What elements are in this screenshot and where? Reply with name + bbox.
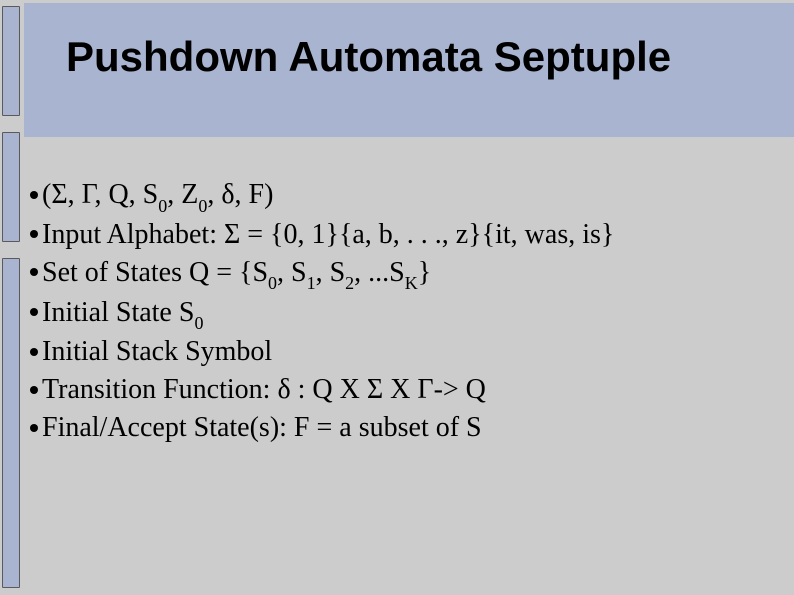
subscript: K: [405, 273, 418, 293]
bullet-text: }: [418, 257, 431, 288]
bullet-dot-icon: [30, 424, 38, 432]
subscript: 0: [268, 273, 277, 293]
left-accent-bar: [0, 0, 24, 595]
bullet-text: Initial Stack Symbol: [42, 336, 272, 367]
bullet-dot-icon: [30, 191, 38, 199]
bullet-text: Set of States Q = {S: [42, 257, 268, 288]
bullet-7: Final/Accept State(s): F = a subset of S: [30, 409, 776, 447]
title-band: Pushdown Automata Septuple: [24, 0, 794, 140]
bullet-dot-icon: [30, 348, 38, 356]
bullet-1: (Σ, Γ, Q, S0, Z0, δ, F): [30, 176, 776, 216]
bullet-text: , Z: [167, 179, 198, 210]
accent-segment: [2, 132, 20, 242]
bullet-5: Initial Stack Symbol: [30, 333, 776, 371]
bullet-4: Initial State S0: [30, 294, 776, 334]
subscript: 0: [198, 196, 207, 216]
bullet-text: , ...S: [354, 257, 405, 288]
bullet-dot-icon: [30, 308, 38, 316]
bullet-3: Set of States Q = {S0, S1, S2, ...SK}: [30, 254, 776, 294]
bullet-text: Final/Accept State(s): F = a subset of S: [42, 412, 482, 443]
bullet-text: , δ, F): [207, 179, 273, 210]
bullet-text: , S: [316, 257, 346, 288]
slide-content: (Σ, Γ, Q, S0, Z0, δ, F) Input Alphabet: …: [30, 176, 776, 447]
subscript: 0: [194, 313, 203, 333]
bullet-text: (Σ, Γ, Q, S: [42, 179, 158, 210]
bullet-6: Transition Function: δ : Q X Σ X Γ-> Q: [30, 371, 776, 409]
accent-segment: [2, 258, 20, 588]
accent-segment: [2, 6, 20, 116]
bullet-dot-icon: [30, 230, 38, 238]
bullet-text: , S: [277, 257, 307, 288]
subscript: 2: [345, 273, 354, 293]
bullet-text: Transition Function: δ : Q X Σ X Γ-> Q: [42, 374, 486, 405]
bullet-dot-icon: [30, 268, 38, 276]
bullet-2: Input Alphabet: Σ = {0, 1}{a, b, . . ., …: [30, 216, 776, 254]
bullet-dot-icon: [30, 386, 38, 394]
slide-title: Pushdown Automata Septuple: [66, 33, 671, 81]
subscript: 0: [158, 196, 167, 216]
subscript: 1: [307, 273, 316, 293]
bullet-text: Input Alphabet: Σ = {0, 1}{a, b, . . ., …: [42, 219, 614, 250]
bullet-text: Initial State S: [42, 297, 194, 328]
